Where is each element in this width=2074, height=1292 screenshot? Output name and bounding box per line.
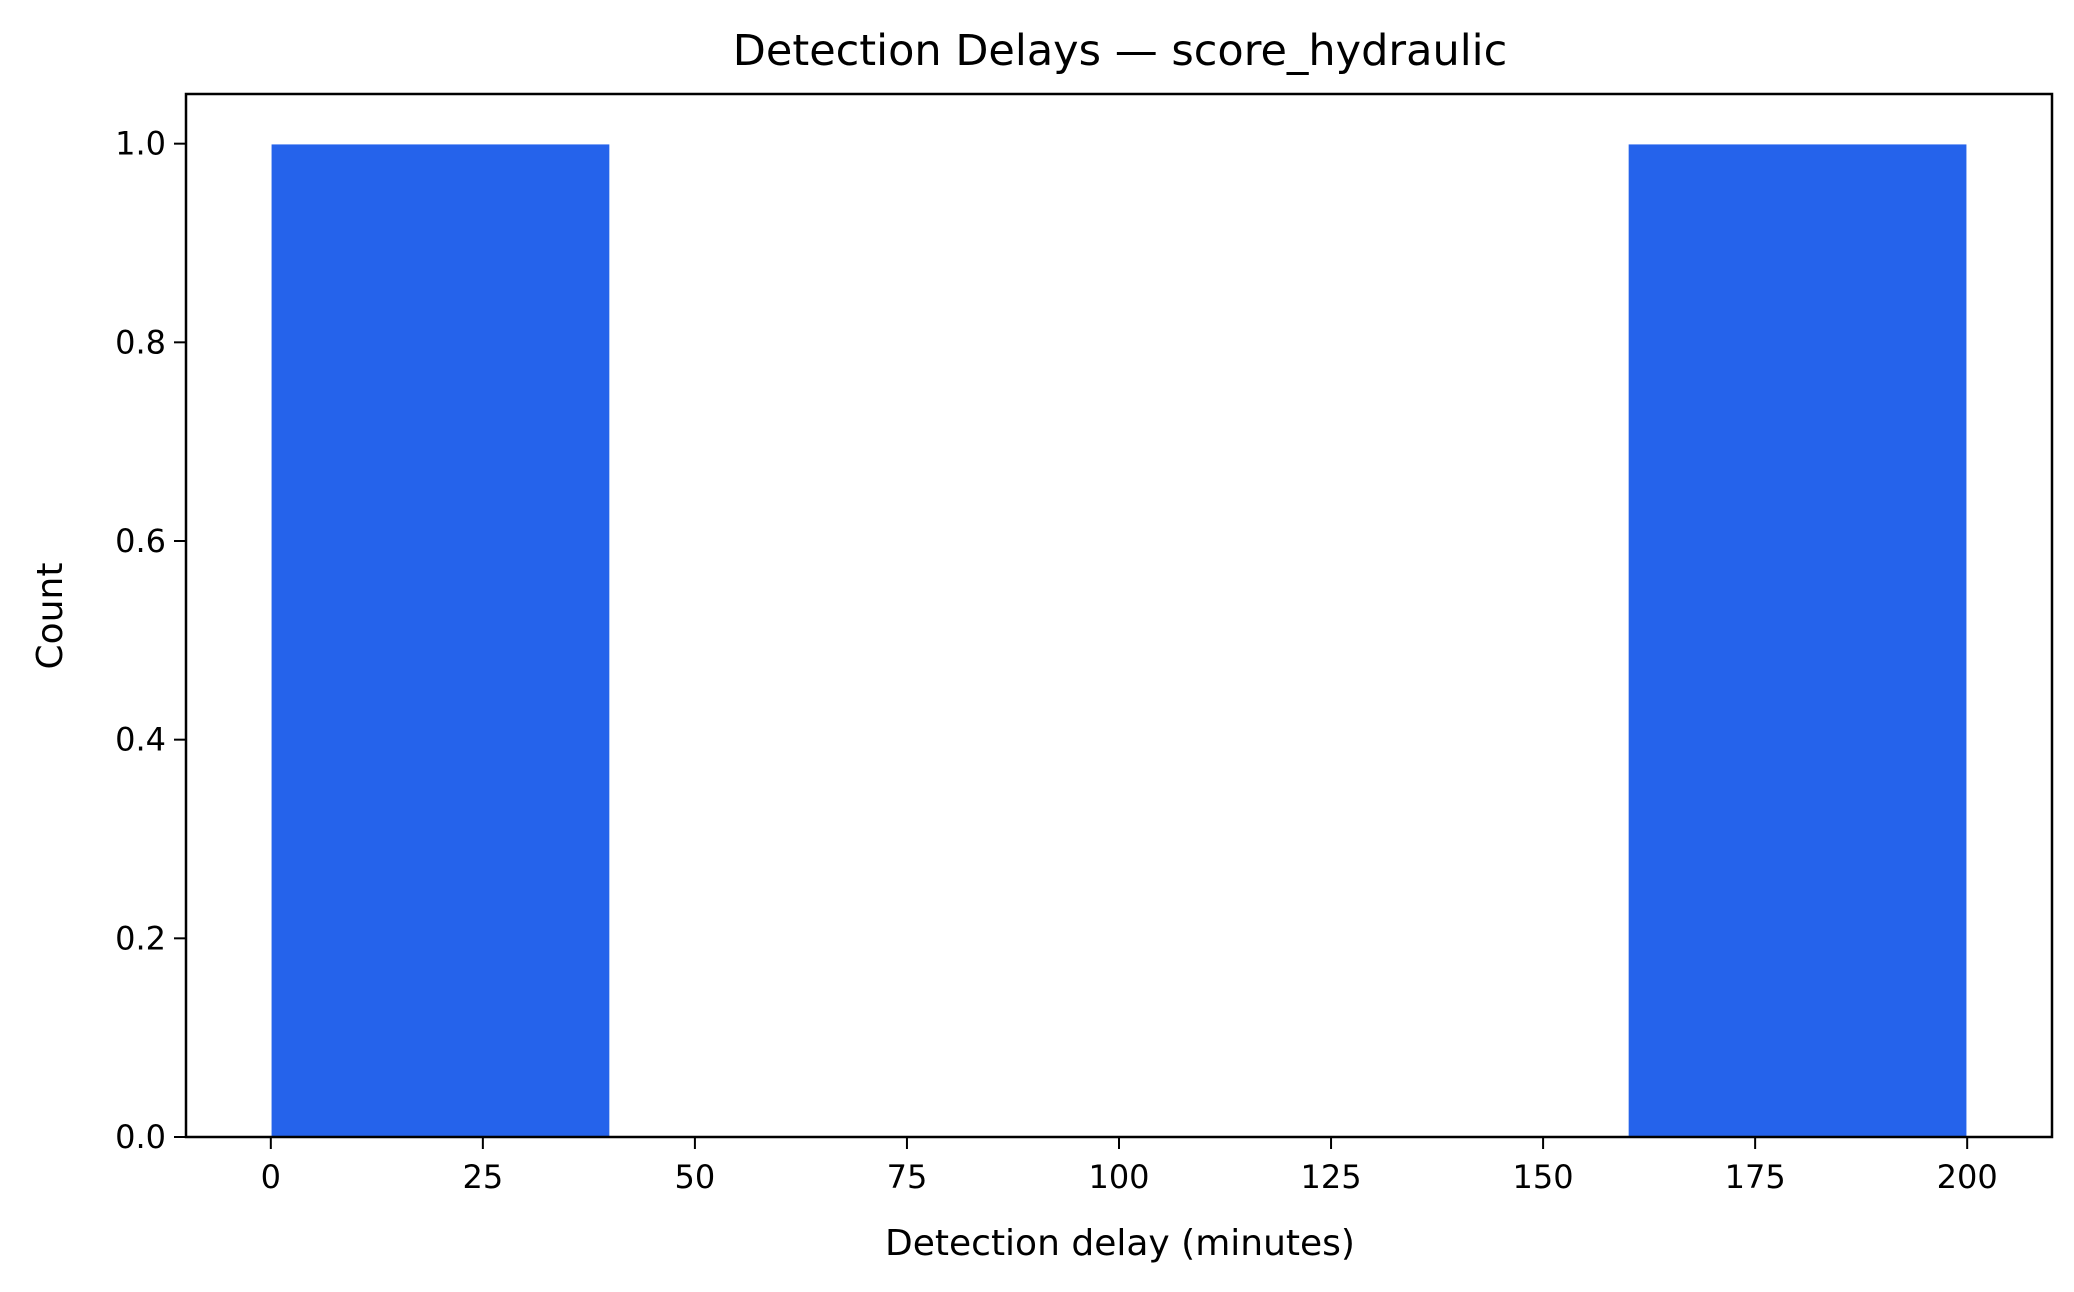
histogram-bar-0 [270, 142, 611, 1138]
histogram-bar-4 [1627, 142, 1968, 1138]
x-tick-label: 150 [1513, 1158, 1574, 1196]
x-tick-label: 125 [1301, 1158, 1362, 1196]
y-tick-label: 0.6 [115, 522, 166, 560]
x-tick-label: 75 [887, 1158, 928, 1196]
x-axis-label: Detection delay (minutes) [885, 1223, 1355, 1264]
y-tick-label: 1.0 [115, 125, 166, 163]
y-axis-ticks: 0.0 0.2 0.4 0.6 0.8 1.0 [115, 125, 186, 1156]
x-tick-label: 25 [463, 1158, 504, 1196]
x-tick-label: 200 [1937, 1158, 1998, 1196]
x-tick-label: 0 [261, 1158, 281, 1196]
y-tick-label: 0.2 [115, 919, 166, 957]
x-axis-ticks: 0 25 50 75 100 125 150 175 200 [261, 1137, 1998, 1196]
x-tick-label: 50 [675, 1158, 716, 1196]
y-tick-label: 0.0 [115, 1118, 166, 1156]
y-axis-label: Count [30, 563, 71, 670]
y-tick-label: 0.4 [115, 721, 166, 759]
chart-title: Detection Delays — score_hydraulic [733, 26, 1507, 76]
bars-group [270, 142, 1968, 1138]
y-tick-label: 0.8 [115, 323, 166, 361]
x-tick-label: 100 [1088, 1158, 1149, 1196]
x-tick-label: 175 [1725, 1158, 1786, 1196]
